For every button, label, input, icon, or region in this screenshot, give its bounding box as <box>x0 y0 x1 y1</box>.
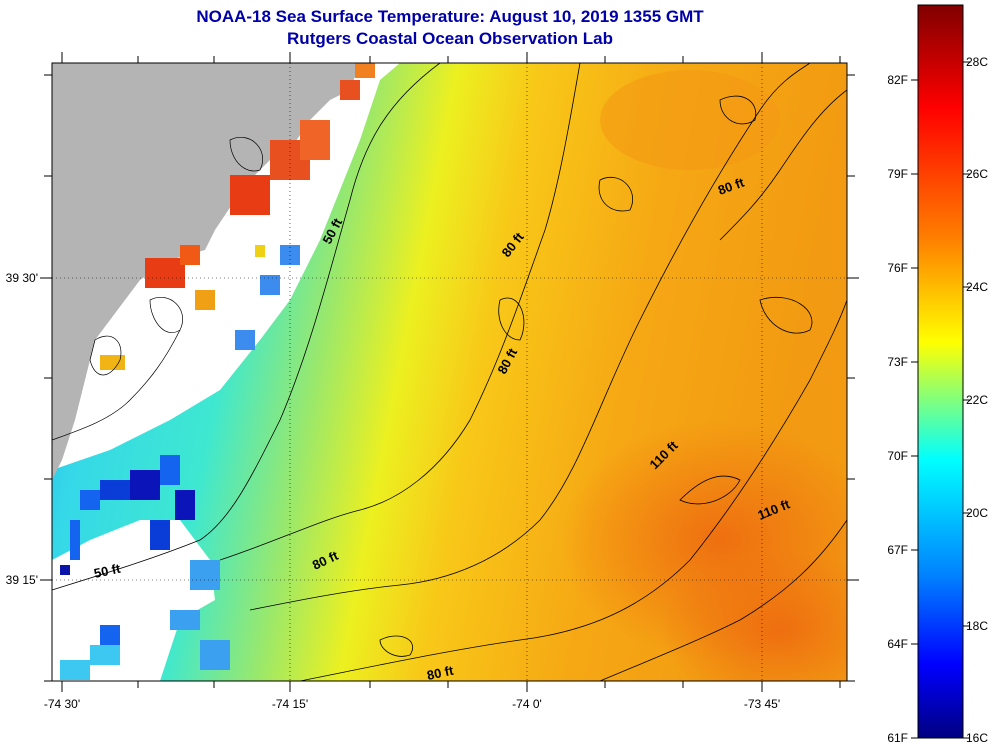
depth-contours <box>52 63 847 681</box>
contour-label: 50 ft <box>93 561 123 581</box>
colorbar <box>917 4 964 739</box>
colorbar-c-label: 18C <box>966 619 988 633</box>
colorbar-c-label: 24C <box>966 280 988 294</box>
colorbar-f-label: 70F <box>887 449 908 463</box>
lon-tick-label: -73 45' <box>744 697 780 711</box>
colorbar-ticks <box>911 61 970 739</box>
land-area <box>52 63 360 480</box>
colorbar-c-label: 26C <box>966 167 988 181</box>
map-raster: 50 ft 80 ft 80 ft 80 ft 50 ft 80 ft 80 f… <box>52 63 847 683</box>
land-temperature-pixels <box>100 63 375 370</box>
lon-tick-label: -74 30' <box>44 697 80 711</box>
lat-lon-grid <box>52 63 847 681</box>
colorbar-f-label: 73F <box>887 355 908 369</box>
colorbar-f-label: 76F <box>887 261 908 275</box>
map-title: NOAA-18 Sea Surface Temperature: August … <box>196 7 704 26</box>
lon-tick-label: -74 0' <box>512 697 542 711</box>
colorbar-f-label: 79F <box>887 167 908 181</box>
map-subtitle: Rutgers Coastal Ocean Observation Lab <box>287 29 613 48</box>
colorbar-c-label: 16C <box>966 731 988 745</box>
colorbar-f-label: 82F <box>887 73 908 87</box>
axis-ticks <box>40 52 859 692</box>
colorbar-c-label: 22C <box>966 393 988 407</box>
map-frame <box>51 62 848 682</box>
lat-tick-label: 39 30' <box>6 271 38 285</box>
cold-water-pixels <box>60 245 300 680</box>
lon-tick-label: -74 15' <box>272 697 308 711</box>
colorbar-c-label: 28C <box>966 55 988 69</box>
colorbar-f-label: 61F <box>887 731 908 745</box>
colorbar-c-label: 20C <box>966 506 988 520</box>
contour-label: 80 ft <box>426 663 456 683</box>
lat-tick-label: 39 15' <box>6 573 38 587</box>
colorbar-f-label: 64F <box>887 637 908 651</box>
colorbar-f-label: 67F <box>887 543 908 557</box>
